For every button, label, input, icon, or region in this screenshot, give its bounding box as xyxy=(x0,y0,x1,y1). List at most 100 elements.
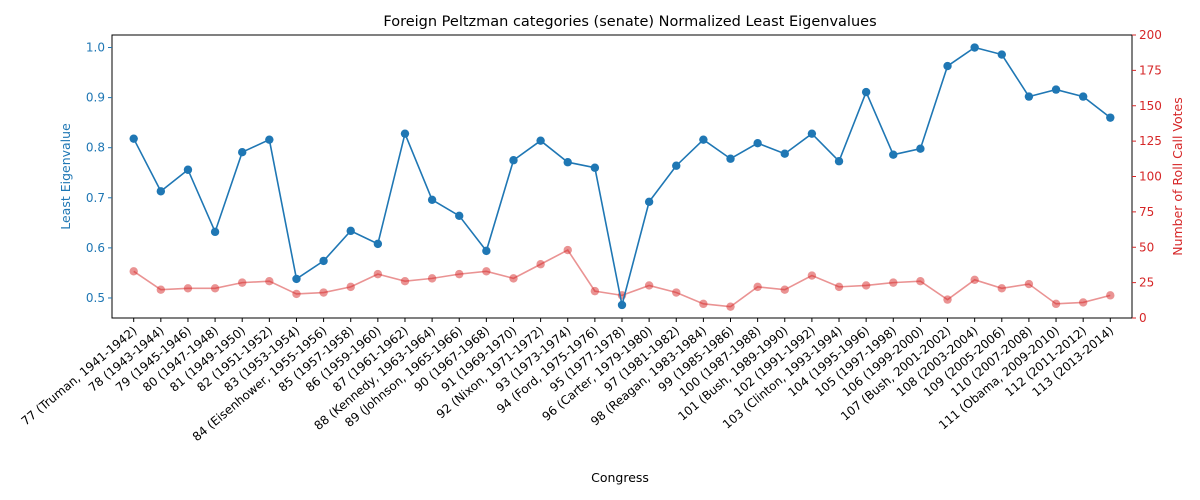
roll-call-votes-point xyxy=(780,285,789,294)
least-eigenvalue-line xyxy=(132,46,1111,306)
roll-call-votes-point xyxy=(563,245,572,255)
least-eigenvalue-point xyxy=(753,138,762,148)
least-eigenvalue-point xyxy=(455,211,464,221)
roll-call-votes-point xyxy=(319,288,328,297)
roll-call-votes-point xyxy=(210,284,220,293)
least-eigenvalue-point xyxy=(970,43,979,52)
left-tick-label: 0.6 xyxy=(86,241,105,255)
least-eigenvalue-point xyxy=(400,129,410,138)
roll-call-votes-point xyxy=(861,281,871,290)
right-tick-label: 125 xyxy=(1139,134,1162,148)
roll-call-votes-point xyxy=(672,288,681,297)
least-eigenvalue-point xyxy=(617,300,627,310)
least-eigenvalue-point xyxy=(1051,85,1061,94)
roll-call-votes-point xyxy=(482,267,491,276)
least-eigenvalue-point xyxy=(183,165,193,174)
roll-call-votes-point xyxy=(726,302,735,311)
plot-frame xyxy=(111,34,1133,319)
roll-call-votes-point xyxy=(997,284,1006,293)
roll-call-votes-point xyxy=(590,286,600,296)
least-eigenvalue-point xyxy=(997,50,1006,59)
least-eigenvalue-point xyxy=(238,148,247,157)
roll-call-votes-point xyxy=(265,277,274,286)
left-tick-label: 1.0 xyxy=(86,41,105,55)
least-eigenvalue-point xyxy=(590,163,600,172)
right-tick-label: 175 xyxy=(1139,63,1162,77)
right-axis-label: Number of Roll Call Votes xyxy=(1170,97,1185,256)
least-eigenvalue-point xyxy=(943,61,952,71)
roll-call-votes-point xyxy=(889,278,898,287)
roll-call-votes-point xyxy=(1106,291,1115,300)
least-eigenvalue-point xyxy=(346,226,355,236)
roll-call-votes-point xyxy=(183,284,193,293)
right-axis: 0 25 50 75 100 125 150 175 200 xyxy=(1132,28,1162,325)
roll-call-votes-point xyxy=(1051,299,1061,309)
roll-call-votes-point xyxy=(834,282,844,292)
roll-call-votes-point xyxy=(916,277,925,286)
least-eigenvalue-point xyxy=(129,134,138,143)
least-eigenvalue-point xyxy=(807,129,817,138)
roll-call-votes-point xyxy=(156,285,166,294)
right-tick-label: 50 xyxy=(1139,240,1154,254)
least-eigenvalue-point xyxy=(644,197,654,206)
least-eigenvalue-point xyxy=(1024,92,1034,101)
least-eigenvalue-point xyxy=(726,154,735,163)
left-tick-label: 0.8 xyxy=(86,141,105,155)
least-eigenvalue-point xyxy=(156,187,166,196)
least-eigenvalue-point xyxy=(319,256,328,266)
roll-call-votes-point xyxy=(536,260,545,269)
least-eigenvalue-point xyxy=(1106,113,1115,122)
roll-call-votes-point xyxy=(970,275,979,284)
least-eigenvalue-point xyxy=(834,157,844,166)
least-eigenvalue-point xyxy=(1078,92,1088,101)
right-tick-label: 0 xyxy=(1139,311,1147,325)
left-tick-label: 0.9 xyxy=(86,91,105,105)
roll-call-votes-point xyxy=(292,289,301,299)
roll-call-votes-point xyxy=(129,267,138,276)
right-tick-label: 100 xyxy=(1139,170,1162,184)
left-tick-label: 0.7 xyxy=(86,191,105,205)
least-eigenvalue-point xyxy=(482,246,491,256)
roll-call-votes-point xyxy=(1024,279,1034,289)
roll-call-votes-point xyxy=(699,299,708,309)
least-eigenvalue-point xyxy=(563,158,572,167)
least-eigenvalue-point xyxy=(699,135,708,144)
left-tick-label: 0.5 xyxy=(86,291,105,305)
roll-call-votes-point xyxy=(807,271,817,280)
roll-call-votes-point xyxy=(373,269,383,279)
x-axis: 77 (Truman, 1941-1942)78 (1943-1944)79 (… xyxy=(19,318,1116,444)
roll-call-votes-point xyxy=(1078,298,1088,307)
right-series-layer xyxy=(129,245,1115,311)
roll-call-votes-point xyxy=(509,274,518,283)
left-axis-label: Least Eigenvalue xyxy=(58,123,73,230)
least-eigenvalue-point xyxy=(889,150,898,159)
chart-title: Foreign Peltzman categories (senate) Nor… xyxy=(383,14,876,30)
least-eigenvalue-point xyxy=(672,161,681,170)
least-eigenvalue-point xyxy=(780,149,789,158)
roll-call-votes-point xyxy=(427,274,437,283)
x-axis-label: Congress xyxy=(591,470,649,485)
roll-call-votes-point xyxy=(943,295,952,304)
roll-call-votes-point xyxy=(400,277,410,286)
least-eigenvalue-point xyxy=(210,227,220,237)
roll-call-votes-point xyxy=(238,278,247,287)
roll-call-votes-point xyxy=(346,282,355,292)
right-tick-label: 25 xyxy=(1139,276,1154,290)
least-eigenvalue-point xyxy=(265,135,274,144)
least-eigenvalue-point xyxy=(536,136,545,145)
least-eigenvalue-point xyxy=(373,239,383,249)
least-eigenvalue-point xyxy=(427,195,437,204)
roll-call-votes-point xyxy=(455,269,464,279)
roll-call-votes-point xyxy=(644,281,654,290)
right-tick-label: 200 xyxy=(1139,28,1162,42)
left-axis: 0.5 0.6 0.7 0.8 0.9 1.0 xyxy=(86,41,112,305)
right-tick-label: 75 xyxy=(1139,205,1154,219)
least-eigenvalue-point xyxy=(292,274,301,284)
least-eigenvalue-point xyxy=(509,156,518,165)
least-eigenvalue-point xyxy=(861,87,871,97)
right-tick-label: 150 xyxy=(1139,99,1162,113)
least-eigenvalue-point xyxy=(916,144,925,153)
left-series-layer xyxy=(129,43,1115,310)
